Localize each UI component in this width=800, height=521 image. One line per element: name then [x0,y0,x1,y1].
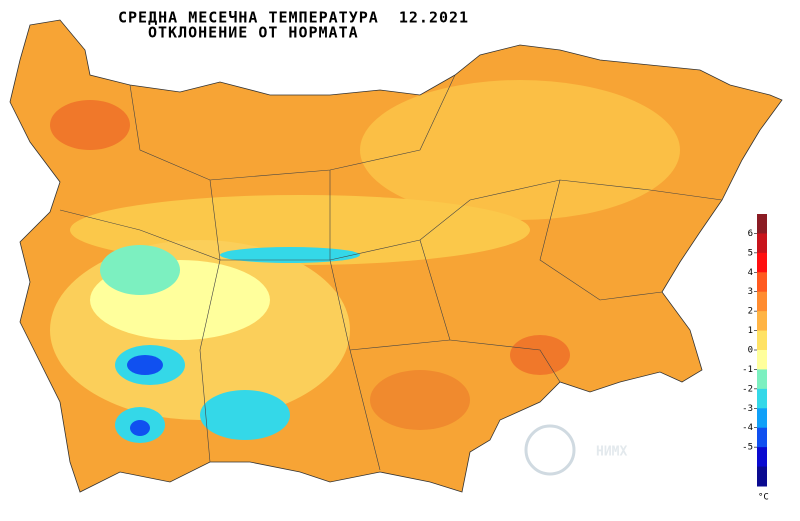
legend-swatch [757,466,767,487]
district-borders [59,74,723,471]
legend-swatch [757,427,767,448]
legend-swatch [757,447,767,468]
legend-tick-label: 4 [748,268,753,278]
legend-swatch [757,233,767,254]
logo-emblem [524,424,576,476]
legend-swatch [757,291,767,312]
legend-tick-label: -2 [742,384,753,394]
country-border [9,19,783,493]
legend-swatch [757,252,767,273]
legend-swatch [757,272,767,293]
legend-tick-label: -3 [742,404,753,414]
logo: НИМХ [524,424,627,476]
color-legend: 6 5 4 3 2 1 0 -1 -2 -3 -4 -5 [742,214,767,487]
title-line1: СРЕДНА МЕСЕЧНА ТЕМПЕРАТУРА 12.2021 [118,9,469,27]
legend-tick-label: 2 [748,307,753,317]
legend-tick-label: -1 [742,365,753,375]
legend-tick-label: 3 [748,287,753,297]
legend-tick-label: -5 [742,443,753,453]
legend-swatch [757,214,767,234]
legend-unit: °C [758,493,769,503]
legend-swatch [757,369,767,390]
logo-text: НИМХ [596,445,627,460]
legend-swatch [757,350,767,370]
legend-tick-label: -4 [742,423,753,433]
legend-swatch [757,408,767,429]
legend-swatch [757,388,767,409]
legend-swatch [757,311,767,332]
legend-tick-label: 0 [748,346,753,356]
legend-swatch [757,330,767,351]
legend-tick-label: 5 [748,248,753,258]
legend-tick-label: 6 [748,229,753,239]
legend-tick-label: 1 [748,326,753,336]
title-line2: ОТКЛОНЕНИЕ ОТ НОРМАТА [148,24,359,42]
